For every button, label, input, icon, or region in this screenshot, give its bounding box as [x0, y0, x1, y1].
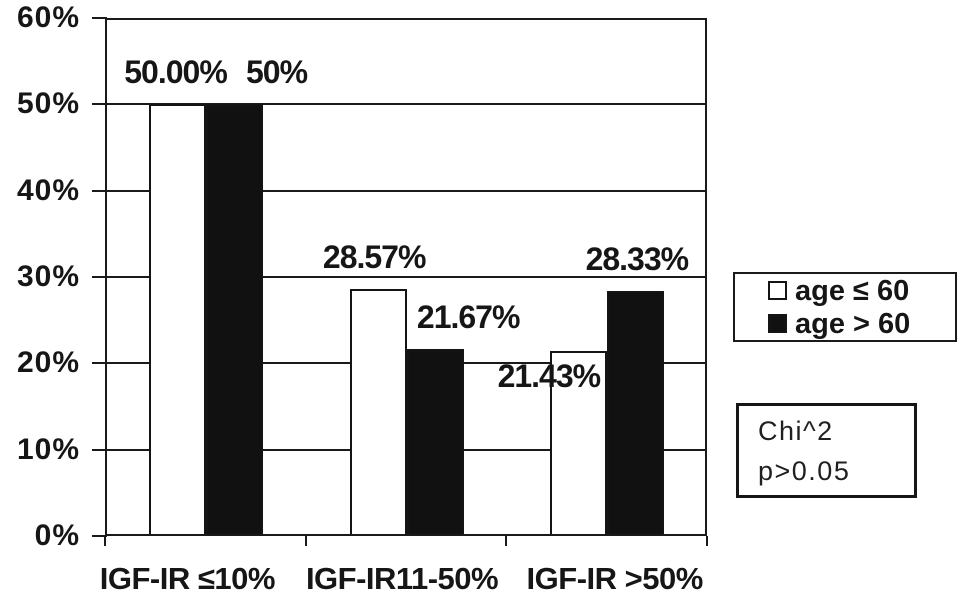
x-axis-category-label: IGF-IR ≤10% — [99, 561, 276, 596]
bar-data-label: 21.67% — [416, 298, 521, 335]
bar — [149, 104, 206, 536]
x-axis-tick — [706, 536, 708, 546]
x-axis-tick — [505, 536, 508, 546]
x-axis-tick — [304, 536, 307, 546]
legend-item-label: age > 60 — [795, 307, 911, 340]
legend-item-label: age ≤ 60 — [795, 274, 910, 307]
bar — [550, 350, 608, 536]
bar-data-label: 21.43% — [497, 357, 602, 394]
legend: age ≤ 60 age > 60 — [733, 272, 957, 342]
bar — [607, 291, 665, 536]
y-axis-tick-label: 10% — [16, 432, 80, 466]
stats-annotation-box: Chi^2 p>0.05 — [736, 403, 917, 498]
y-axis-tick — [92, 362, 107, 365]
y-axis-tick — [92, 189, 107, 192]
grid-line — [107, 276, 705, 278]
bar-data-label: 50% — [245, 54, 308, 91]
y-axis-tick-label: 30% — [16, 260, 80, 293]
y-axis-tick-label: 20% — [16, 346, 80, 380]
y-axis-tick — [92, 17, 107, 19]
legend-swatch — [768, 281, 787, 300]
legend-item: age > 60 — [768, 307, 955, 340]
y-axis-tick-label: 0% — [34, 519, 80, 552]
bar-data-label: 50.00% — [124, 54, 228, 91]
grid-line — [107, 189, 705, 192]
y-axis-tick — [92, 448, 107, 451]
y-axis-tick-label: 50% — [16, 87, 80, 121]
x-axis-category-label: IGF-IR11-50% — [305, 561, 499, 596]
bar — [406, 348, 464, 536]
bar-data-label: 28.57% — [322, 239, 427, 276]
legend-swatch — [768, 314, 787, 333]
x-axis-category-label: IGF-IR >50% — [526, 561, 704, 596]
y-axis-tick-label: 60% — [16, 1, 80, 34]
x-axis-tick — [104, 536, 106, 546]
stats-p-value: p>0.05 — [758, 455, 851, 486]
y-axis-tick-label: 40% — [16, 173, 80, 207]
stats-test-name: Chi^2 — [758, 415, 834, 446]
y-axis-tick — [92, 535, 107, 537]
bar — [206, 104, 263, 536]
y-axis-tick — [92, 103, 107, 106]
y-axis-tick — [92, 276, 107, 278]
grid-line — [107, 103, 705, 106]
bar-data-label: 28.33% — [585, 241, 690, 278]
legend-item: age ≤ 60 — [768, 274, 955, 307]
